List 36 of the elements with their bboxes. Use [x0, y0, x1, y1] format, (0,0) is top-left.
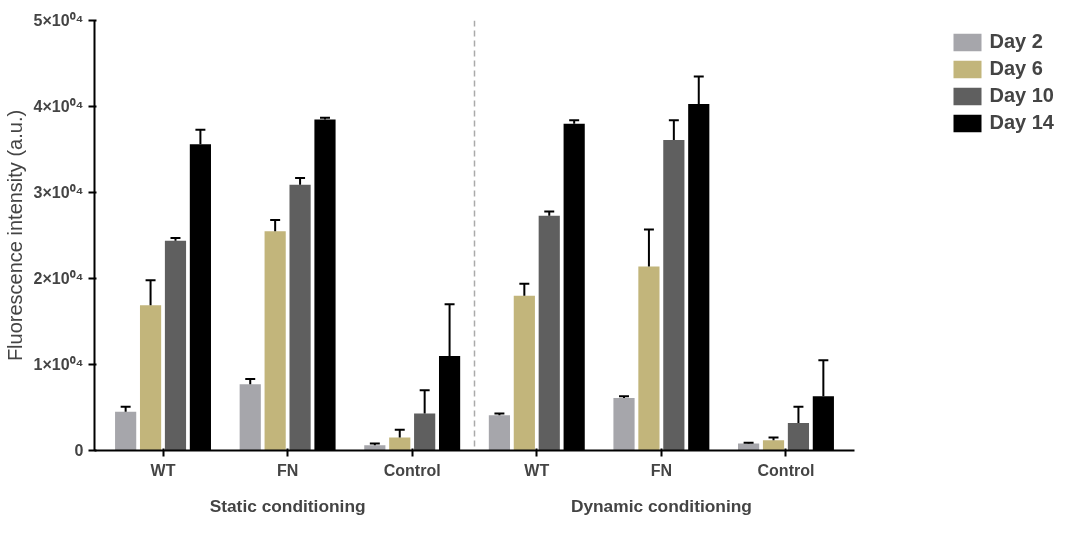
bar: [264, 231, 286, 451]
bar: [289, 184, 311, 451]
bar: [389, 437, 411, 451]
bar: [488, 415, 511, 451]
bar: [538, 215, 560, 451]
text: Static conditioning: [209, 495, 366, 516]
bar: [787, 422, 810, 451]
bar: [638, 266, 660, 451]
y-tick-label: 2×10⁰⁴: [33, 270, 84, 287]
x-tick-label: FN: [276, 461, 299, 479]
bar: [364, 445, 386, 451]
x-tick-label: Control: [757, 461, 815, 479]
y-tick-label: 1×10⁰⁴: [33, 356, 84, 373]
bar: [513, 295, 535, 451]
x-tick-label: WT: [150, 461, 176, 479]
legend-label: Day 10: [989, 84, 1054, 107]
x-tick-label: Control: [383, 461, 441, 479]
bar: [164, 240, 187, 451]
bar: [762, 440, 785, 451]
bar: [414, 413, 436, 451]
x-tick-label: FN: [650, 461, 673, 479]
y-tick-label: 3×10⁰⁴: [33, 184, 84, 201]
y-tick-label: 5×10⁰⁴: [33, 12, 84, 29]
x-tick-label: WT: [524, 461, 550, 479]
text: Dynamic conditioning: [570, 495, 752, 516]
y-axis-title: Fluorescence intensity (a.u.): [3, 109, 26, 362]
y-tick-label: 4×10⁰⁴: [33, 98, 84, 115]
legend-label: Day 6: [989, 57, 1043, 80]
legend-label: Day 2: [989, 30, 1043, 53]
bar: [613, 398, 635, 451]
bar: [139, 305, 162, 451]
legend-label: Day 14: [989, 111, 1054, 134]
y-tick-label: 0: [74, 442, 84, 459]
bar: [239, 384, 261, 451]
bar: [663, 140, 685, 451]
bar: [115, 411, 137, 451]
